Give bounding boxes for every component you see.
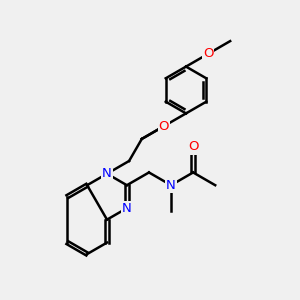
Text: N: N <box>102 167 112 180</box>
Text: O: O <box>188 140 198 154</box>
Text: O: O <box>159 120 169 133</box>
Text: N: N <box>166 179 176 192</box>
Text: O: O <box>203 47 213 60</box>
Text: N: N <box>122 202 132 215</box>
